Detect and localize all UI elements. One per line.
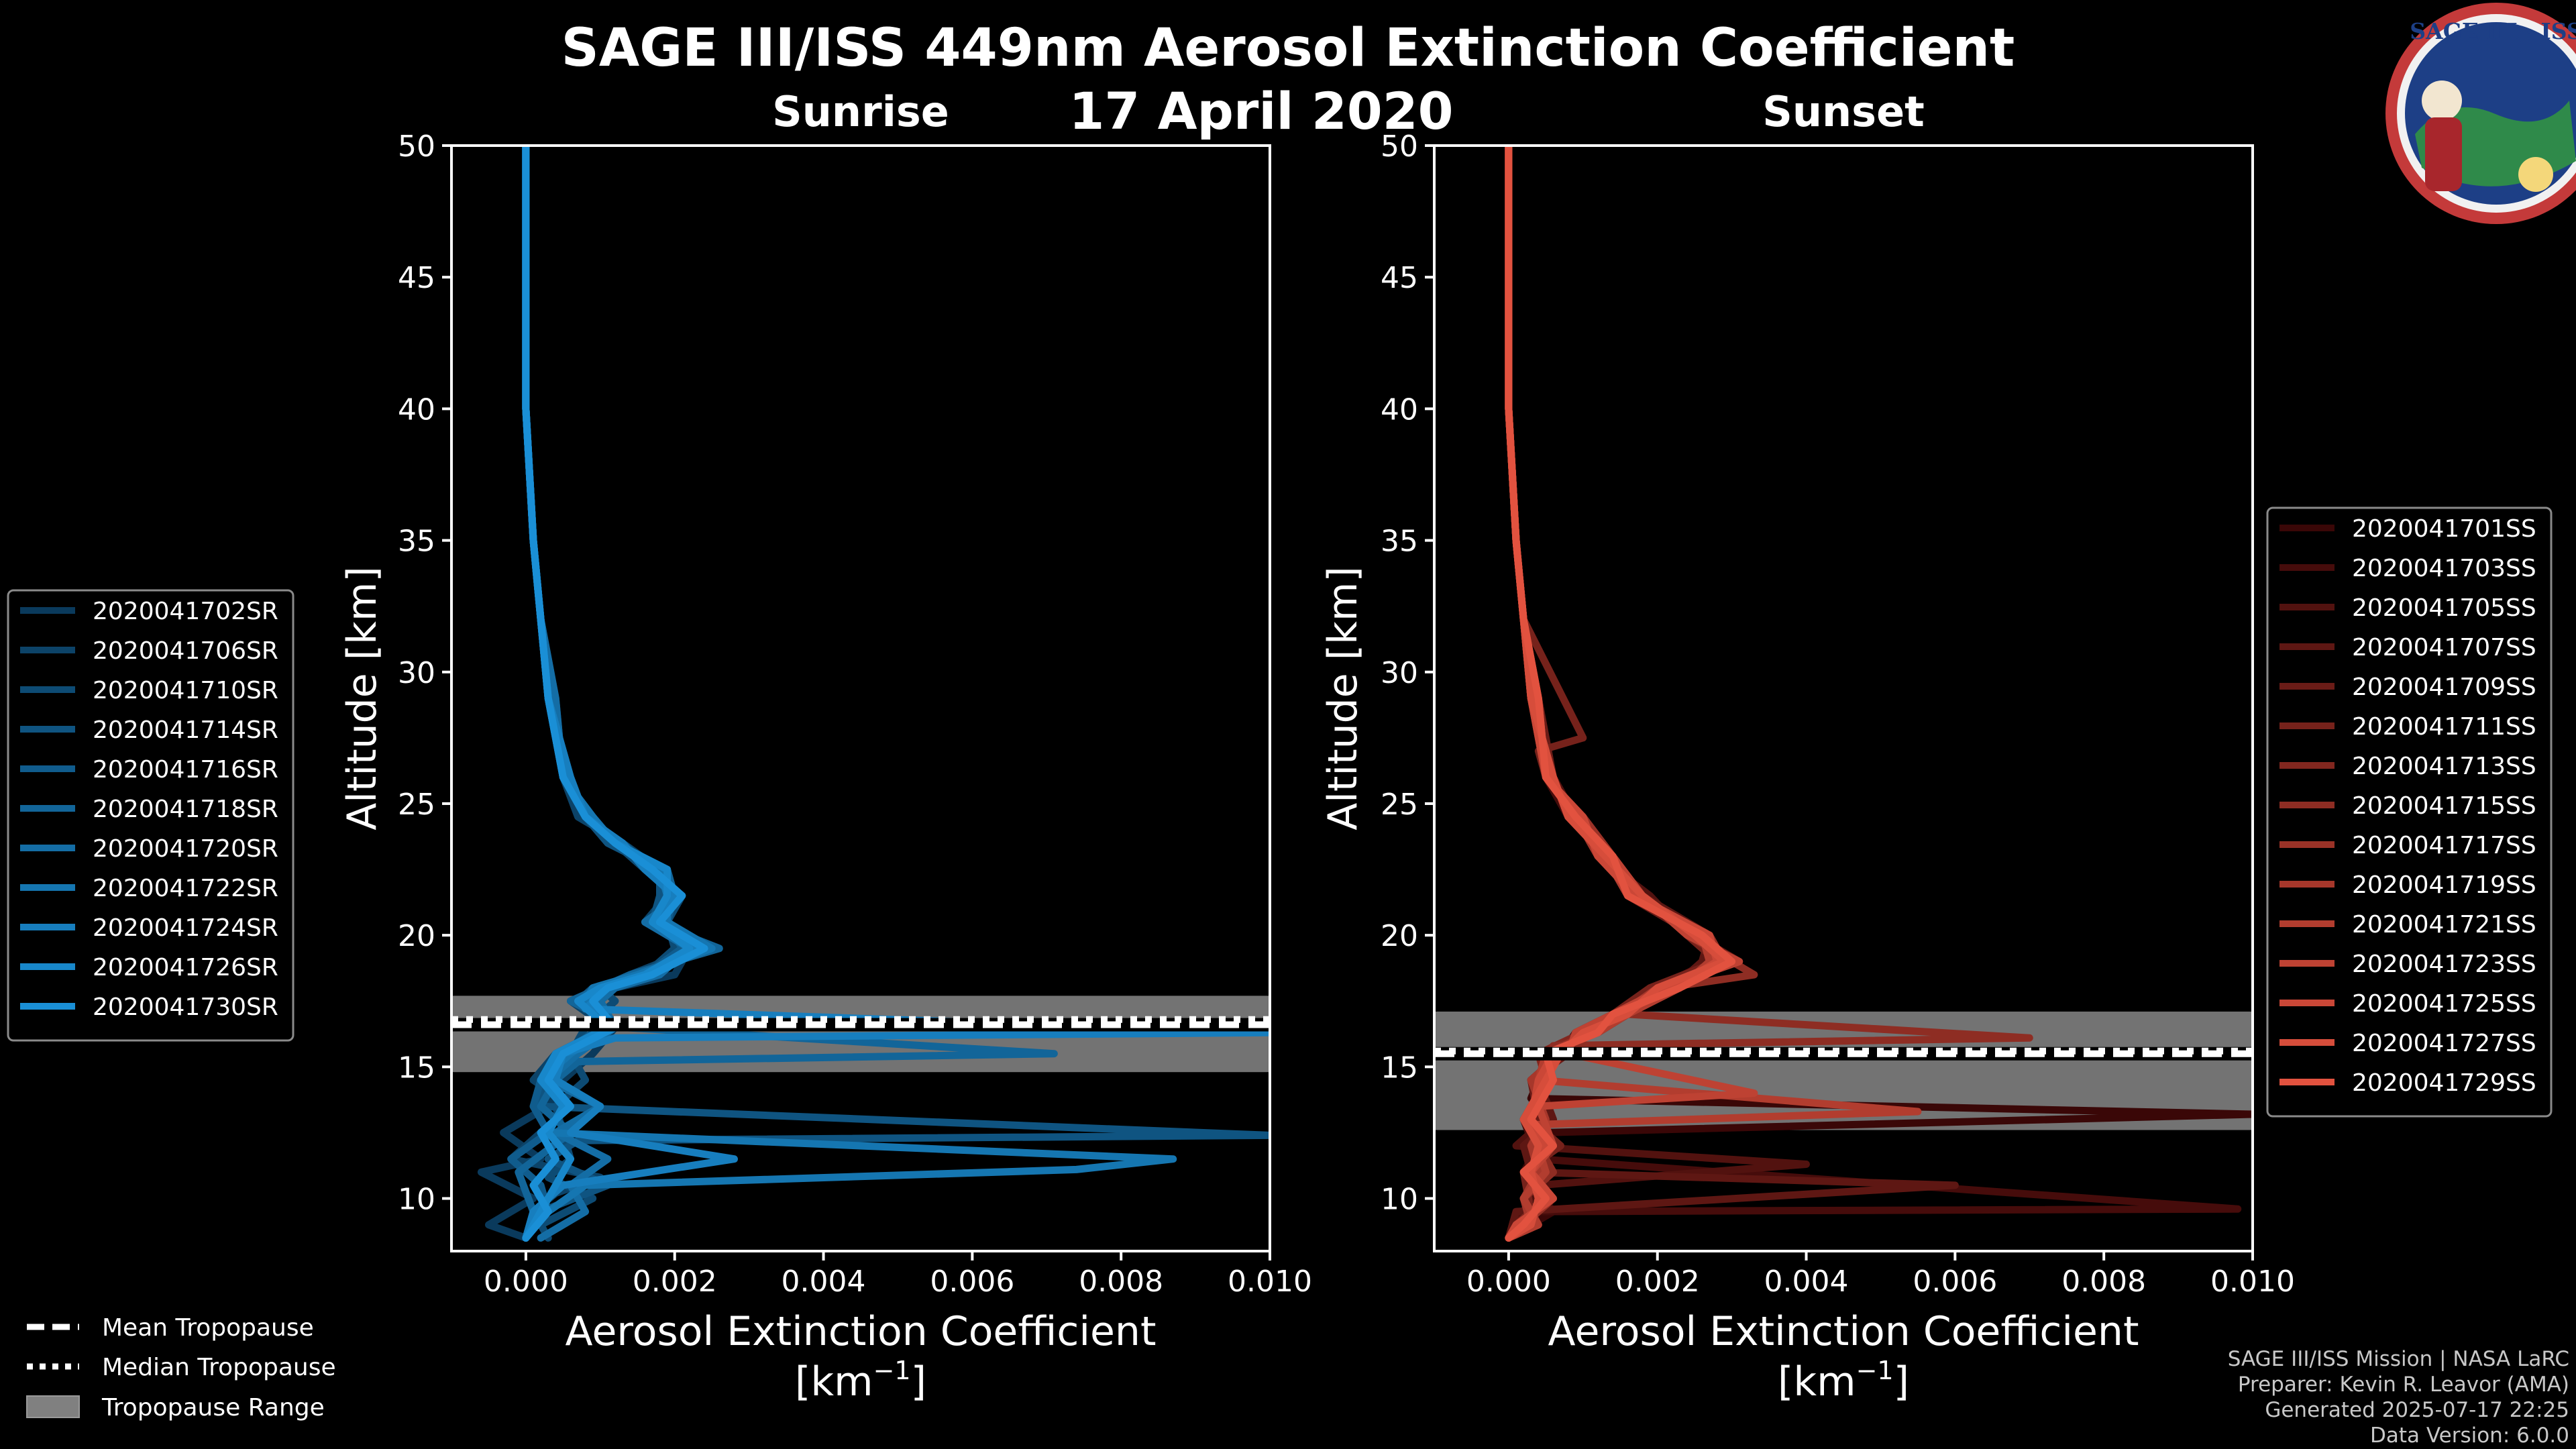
x-tick-label: 0.006	[930, 1265, 1014, 1299]
y-tick-label: 20	[1381, 919, 1418, 953]
y-axis-label: Altitude [km]	[1320, 566, 1366, 830]
x-tick-label: 0.004	[782, 1265, 866, 1299]
tropopause-legend: Mean Tropopause Median Tropopause Tropop…	[26, 1314, 336, 1421]
legend-label: 2020041719SS	[2352, 871, 2536, 899]
y-tick-label: 10	[1381, 1183, 1418, 1217]
sunrise-legend: 2020041702SR 2020041706SR 2020041710SR 2020…	[7, 589, 294, 1042]
legend-label: 2020041726SR	[93, 954, 278, 981]
series-line-2020041730SR	[522, 146, 708, 1242]
x-tick-label: 0.006	[1913, 1265, 1997, 1299]
x-tick-label: 0.010	[1228, 1265, 1312, 1299]
series-line-2020041729SS	[1505, 146, 1736, 1242]
series-line-2020041706SR	[507, 146, 701, 1242]
sunrise-panel: 0.000 0.002 0.004 0.006 0.008 0.010 10 15 20 25 30…	[339, 129, 1312, 1405]
legend-label: 2020041703SS	[2352, 555, 2536, 582]
credits-footer: SAGE III/ISS Mission | NASA LaRC Prepare…	[2228, 1347, 2569, 1448]
legend-median-label: Median Tropopause	[102, 1354, 336, 1381]
x-tick-label: 0.008	[1079, 1265, 1163, 1299]
y-tick-label: 20	[398, 919, 435, 953]
legend-mean-label: Mean Tropopause	[102, 1314, 314, 1342]
y-tick-label: 40	[1381, 392, 1418, 427]
axes-frame	[450, 144, 1271, 1252]
sun-icon	[2518, 157, 2553, 192]
tropopause-range-swatch	[26, 1395, 80, 1418]
y-tick-label: 30	[1381, 656, 1418, 690]
legend-label: 2020041722SR	[93, 875, 278, 902]
footer-version: Data Version: 6.0.0	[2370, 1424, 2569, 1448]
sunset-legend: 2020041701SS 2020041703SS 2020041705SS 2020…	[2266, 506, 2553, 1118]
y-tick-label: 45	[1381, 261, 1418, 295]
y-tick-label: 25	[398, 788, 435, 822]
legend-label: 2020041709SS	[2352, 674, 2536, 701]
y-tick-label: 35	[398, 525, 435, 559]
y-tick-label: 45	[398, 261, 435, 295]
legend-label: 2020041711SS	[2352, 713, 2536, 741]
x-axis-label: Aerosol Extinction Coefficient	[566, 1308, 1157, 1355]
footer-preparer: Preparer: Kevin R. Leavor (AMA)	[2238, 1373, 2569, 1397]
figure-date: 17 April 2020	[1069, 81, 1453, 141]
x-tick-label: 0.000	[1466, 1265, 1551, 1299]
series-line-2020041714SR	[522, 146, 1270, 1242]
legend-label: 2020041727SS	[2352, 1030, 2536, 1057]
y-axis-label: Altitude [km]	[339, 566, 386, 830]
legend-label: 2020041710SR	[93, 677, 278, 704]
x-axis-unit: [km−1]	[795, 1356, 926, 1405]
legend-label: 2020041714SR	[93, 716, 278, 744]
x-tick-label: 0.000	[484, 1265, 568, 1299]
series-lines	[477, 146, 1270, 1242]
y-tick-label: 15	[1381, 1051, 1418, 1085]
series-line-2020041724SR	[522, 146, 1270, 1242]
legend-label: 2020041718SR	[93, 796, 278, 823]
wizard-figure	[2422, 80, 2462, 121]
legend-label: 2020041729SS	[2352, 1069, 2536, 1097]
legend-box	[7, 589, 294, 1042]
y-tick-label: 30	[398, 656, 435, 690]
series-line-2020041718SR	[515, 146, 1058, 1242]
legend-label: 2020041701SS	[2352, 515, 2536, 543]
logo-text: SAGE III · ISS	[2410, 18, 2576, 44]
x-tick-label: 0.004	[1764, 1265, 1849, 1299]
axes-frame	[1433, 144, 2254, 1252]
x-axis-label: Aerosol Extinction Coefficient	[1548, 1308, 2139, 1355]
x-tick-label: 0.008	[2061, 1265, 2146, 1299]
x-tick-label: 0.010	[2210, 1265, 2295, 1299]
wizard-robe	[2425, 117, 2462, 191]
panel-title-sunrise: Sunrise	[772, 87, 949, 136]
y-tick-label: 25	[1381, 788, 1418, 822]
legend-label: 2020041707SS	[2352, 634, 2536, 661]
y-tick-label: 50	[398, 129, 435, 164]
legend-label: 2020041725SS	[2352, 990, 2536, 1018]
series-lines	[1505, 146, 2253, 1242]
legend-label: 2020041724SR	[93, 914, 278, 942]
y-tick-label: 35	[1381, 525, 1418, 559]
legend-label: 2020041706SR	[93, 637, 278, 665]
sage-iss-logo: SAGE III · ISS	[2385, 3, 2576, 224]
figure-title: SAGE III/ISS 449nm Aerosol Extinction Co…	[561, 18, 2015, 78]
legend-label: 2020041720SR	[93, 835, 278, 863]
legend-label: 2020041705SS	[2352, 594, 2536, 622]
legend-label: 2020041730SR	[93, 994, 278, 1021]
legend-range-label: Tropopause Range	[101, 1394, 325, 1421]
y-tick-label: 10	[398, 1183, 435, 1217]
legend-label: 2020041717SS	[2352, 832, 2536, 859]
x-tick-label: 0.002	[633, 1265, 717, 1299]
legend-label: 2020041721SS	[2352, 911, 2536, 938]
y-tick-label: 50	[1381, 129, 1418, 164]
y-tick-label: 40	[398, 392, 435, 427]
series-line-2020041722SR	[522, 146, 1177, 1242]
legend-label: 2020041713SS	[2352, 753, 2536, 780]
footer-generated: Generated 2025-07-17 22:25	[2265, 1398, 2569, 1422]
x-axis-unit: [km−1]	[1778, 1356, 1909, 1405]
legend-label: 2020041702SR	[93, 598, 278, 625]
y-tick-label: 15	[398, 1051, 435, 1085]
sunset-panel: 0.000 0.002 0.004 0.006 0.008 0.010 10 15 20 25 30…	[1320, 129, 2295, 1405]
x-tick-label: 0.002	[1615, 1265, 1700, 1299]
legend-label: 2020041723SS	[2352, 951, 2536, 978]
legend-box	[2266, 506, 2553, 1118]
panel-title-sunset: Sunset	[1762, 87, 1925, 136]
footer-mission: SAGE III/ISS Mission | NASA LaRC	[2228, 1347, 2569, 1371]
legend-label: 2020041715SS	[2352, 792, 2536, 820]
legend-label: 2020041716SR	[93, 756, 278, 784]
